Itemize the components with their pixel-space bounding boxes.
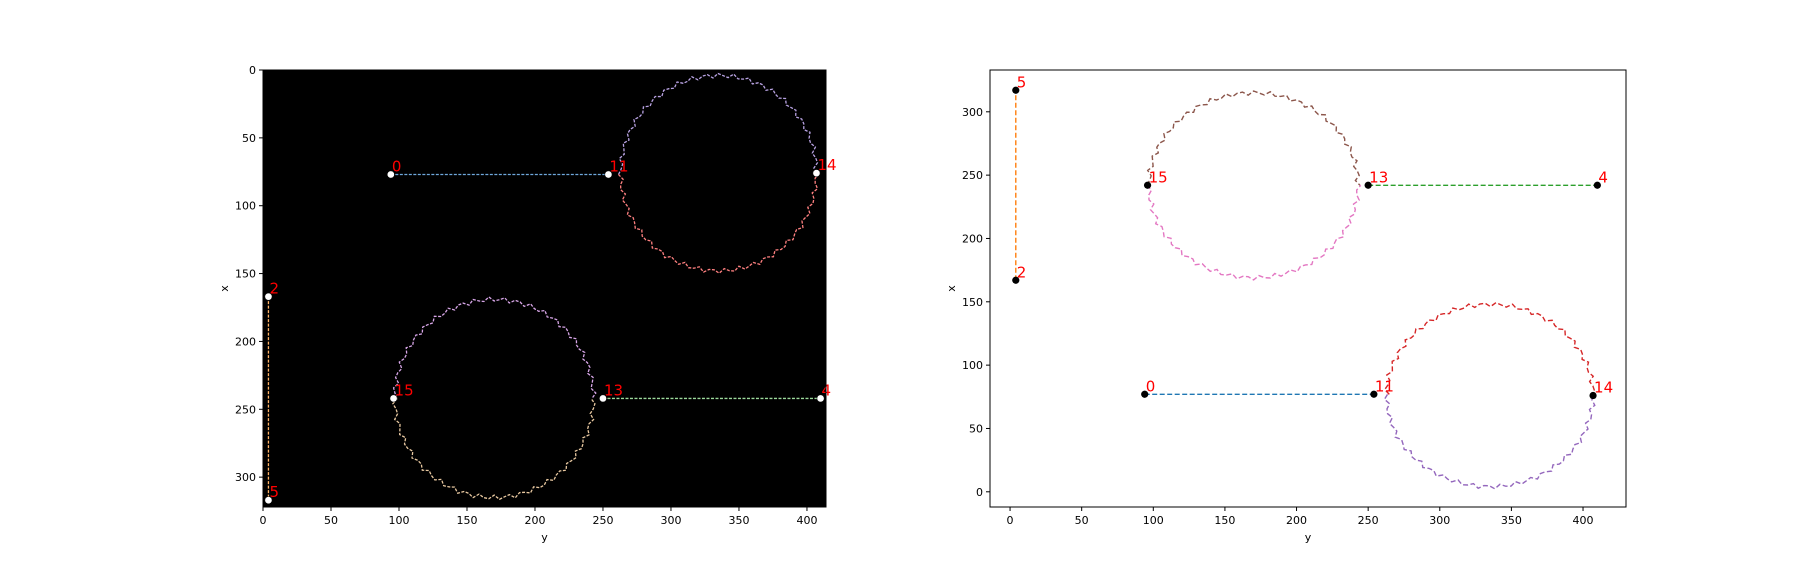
plot-area-background [263,70,826,507]
node-14-marker [812,169,821,177]
node-13-label: 13 [604,381,623,399]
node-4-marker [816,394,825,403]
node-2-label: 2 [269,280,279,298]
x-tick-label-100: 100 [1143,514,1164,527]
node-0-label: 0 [1146,377,1156,395]
y-tick-label-0: 0 [976,486,983,499]
node-14-label: 14 [817,156,836,174]
node-11-marker [1370,390,1378,398]
y-tick-label-300: 300 [962,106,983,119]
y-tick-label-100: 100 [962,359,983,372]
node-15-marker [389,394,398,403]
x-tick-label-0: 0 [260,514,267,527]
node-11-label: 11 [1375,377,1394,395]
plot-area-background [990,70,1626,507]
edge-11-14 [617,172,820,275]
y-tick-label-50: 50 [969,422,983,435]
node-5-marker [264,496,273,505]
axes-frame [989,69,1627,508]
node-15-marker [1143,181,1152,189]
node-2-label: 2 [1017,263,1027,281]
y-tick-label-200: 200 [962,232,983,245]
plot-content [1015,90,1598,490]
axes-frame [262,69,827,508]
node-5-label: 5 [1017,73,1027,91]
y-axis-label: x [945,285,958,292]
node-4-label: 4 [1598,168,1608,186]
edge-15-13 [392,296,597,399]
y-tick-label-250: 250 [962,169,983,182]
x-tick-label-250: 250 [1358,514,1379,527]
x-tick-label-300: 300 [1429,514,1450,527]
y-tick-label-250: 250 [235,403,256,416]
x-tick-label-350: 350 [1501,514,1522,527]
x-tick-label-100: 100 [388,514,409,527]
y-tick-label-150: 150 [962,296,983,309]
x-tick-label-400: 400 [1573,514,1594,527]
x-tick-label-0: 0 [1007,514,1014,527]
right-plot-panel: 5 2 15 13 4 0 11 14 0 50 100 150 200 250 300 350 400 0 50 1… [945,69,1627,544]
node-0-marker [1141,390,1149,398]
x-tick-label-50: 50 [324,514,338,527]
y-axis-label: x [218,285,231,292]
y-tick-label-300: 300 [235,471,256,484]
node-11-label: 11 [609,158,628,176]
node-14-label: 14 [1594,379,1613,397]
node-14-marker [1589,391,1597,400]
y-tick-label-150: 150 [235,268,256,281]
node-11-marker [604,170,613,179]
node-15-label: 15 [395,381,414,399]
edge-11-14 [618,72,819,175]
y-tick-label-200: 200 [235,335,256,348]
edge-15-13 [1146,184,1362,281]
x-tick-label-250: 250 [592,514,613,527]
y-tick-label-50: 50 [242,132,256,145]
y-tick-label-100: 100 [235,200,256,213]
x-tick-label-300: 300 [660,514,681,527]
node-4-marker [1593,181,1601,189]
x-tick-label-150: 150 [456,514,477,527]
x-tick-label-200: 200 [1286,514,1307,527]
node-0-marker [386,170,395,179]
node-5-marker [1012,86,1020,94]
node-2-marker [264,292,273,301]
node-13-marker [599,394,607,403]
x-axis-label: y [541,531,548,544]
node-5-label: 5 [269,483,279,501]
x-tick-label-50: 50 [1075,514,1089,527]
edge-15-13 [1146,90,1361,186]
x-tick-label-200: 200 [524,514,545,527]
node-13-marker [1364,181,1372,189]
edge-11-14 [1383,394,1596,490]
node-13-label: 13 [1369,168,1388,186]
y-tick-label-0: 0 [249,64,256,77]
node-15-label: 15 [1149,168,1168,186]
node-2-marker [1012,276,1020,284]
x-tick-label-350: 350 [728,514,749,527]
x-tick-label-150: 150 [1214,514,1235,527]
edge-15-13 [392,397,596,501]
plot-content [267,72,821,501]
x-tick-label-400: 400 [796,514,817,527]
node-0-label: 0 [392,158,402,176]
x-axis-label: y [1305,531,1312,544]
